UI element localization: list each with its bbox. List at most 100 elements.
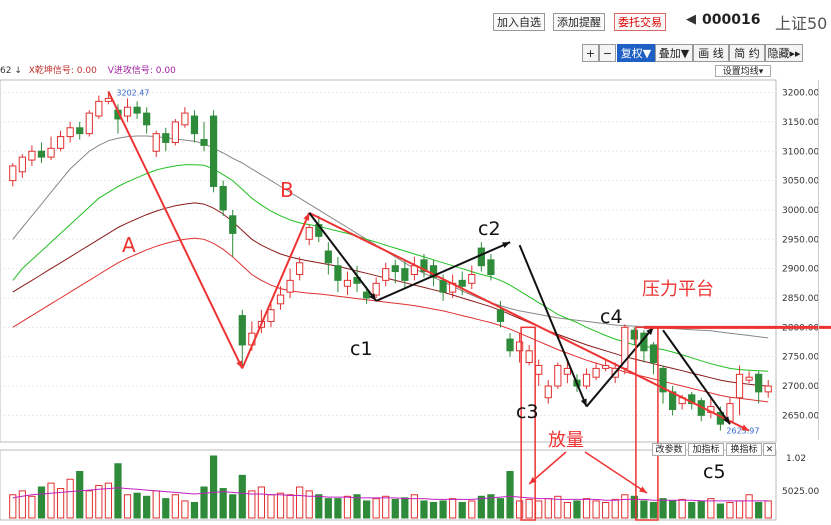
switch-indicator-button[interactable]: 换指标 <box>726 443 762 456</box>
prev-arrow-icon[interactable]: ◀ <box>686 12 696 27</box>
volume-bar <box>37 486 46 519</box>
candle-body <box>305 227 313 240</box>
low-price-label: 2623.97 <box>726 427 759 436</box>
add-indicator-button[interactable]: 加指标 <box>688 443 724 456</box>
volume-bar <box>621 494 629 519</box>
volume-bar <box>668 500 677 519</box>
volume-bar <box>372 498 380 519</box>
high-price-label: 3202.47 <box>116 88 149 97</box>
volume-bar <box>602 502 610 519</box>
close-indicator-button[interactable]: ✕ <box>763 443 776 456</box>
volume-bar <box>56 488 65 519</box>
volume-bar <box>659 498 667 519</box>
stock-code: 000016 <box>702 12 761 28</box>
candle-body <box>544 385 552 399</box>
hide-panel-button[interactable]: 隐藏▸▸ <box>765 44 803 62</box>
volume-bar <box>9 494 17 519</box>
volume-bar <box>449 498 457 519</box>
index-name: 上证50 <box>775 14 828 33</box>
volume-bar <box>209 455 218 519</box>
candle-body <box>362 291 371 299</box>
candle-body <box>391 265 399 273</box>
zoom-out-button[interactable]: − <box>599 44 616 62</box>
candle-body <box>152 133 160 152</box>
volume-bar <box>133 492 141 519</box>
candle-body <box>47 147 55 158</box>
trade-button[interactable]: 委托交易 <box>614 13 666 31</box>
candle-body <box>525 350 533 364</box>
volume-bar <box>420 500 428 519</box>
annotation-label-c5: c5 <box>703 461 726 483</box>
candle-body <box>181 112 189 126</box>
volume-bar <box>353 494 361 519</box>
volume-bar <box>382 495 390 519</box>
volume-bar <box>66 478 74 519</box>
right-edge-panel <box>818 80 831 440</box>
candle-body <box>764 385 772 393</box>
volume-bar <box>745 494 753 519</box>
candle-body <box>334 265 342 281</box>
volume-tick-label: 5025.00 <box>782 487 819 497</box>
candle-body <box>296 262 304 275</box>
candle-body <box>104 97 113 102</box>
add-watchlist-button[interactable]: 加入自选 <box>493 13 545 31</box>
candle-body <box>123 106 132 117</box>
volume-bar <box>525 498 533 519</box>
zoom-in-button[interactable]: + <box>582 44 599 62</box>
adjust-dropdown[interactable]: 复权▼ <box>617 44 655 62</box>
candle-body <box>755 373 763 393</box>
annotation-label-b: B <box>280 178 294 202</box>
annotation-label-c2: c2 <box>478 218 501 240</box>
volume-bar <box>544 498 552 519</box>
volume-bar <box>439 500 447 519</box>
candle-body <box>190 115 199 135</box>
candle-body <box>343 279 352 287</box>
candle-body <box>535 364 543 375</box>
volume-bar <box>334 498 342 519</box>
volume-bar <box>76 471 84 519</box>
y-tick-label: 2750.00 <box>782 353 819 363</box>
annotation-arrow-c4-head <box>646 327 654 335</box>
candle-body <box>420 259 428 273</box>
volume-bar <box>515 500 524 519</box>
candle-body <box>649 344 658 364</box>
price-panel-frame <box>0 79 777 443</box>
annotation-label-c1: c1 <box>350 338 373 360</box>
candle-body <box>76 127 84 135</box>
candle-body <box>286 279 294 293</box>
candle-body <box>630 329 638 340</box>
overlay-dropdown[interactable]: 叠加▼ <box>655 44 693 62</box>
simple-mode-button[interactable]: 简 约 <box>729 44 765 62</box>
candle-body <box>372 282 380 296</box>
volume-bar <box>315 494 323 519</box>
volume-bar <box>276 492 285 519</box>
volume-bar <box>152 490 160 519</box>
volume-bar <box>755 502 763 519</box>
candle-body <box>219 185 227 211</box>
volume-pointer-arrow-head <box>529 476 537 484</box>
volume-bar <box>114 463 122 519</box>
candle-body <box>487 259 495 275</box>
volume-bar <box>95 484 103 519</box>
volume-bar <box>286 494 294 519</box>
volume-bar <box>18 490 26 519</box>
add-alert-button[interactable]: 添加提醒 <box>553 13 605 31</box>
volume-bar <box>47 482 55 519</box>
candle-body <box>9 165 17 182</box>
v-signal-label: V进攻信号: 0.00 <box>107 66 176 76</box>
candle-body <box>602 364 610 369</box>
candle-body <box>506 338 514 352</box>
annotation-label-c3: c3 <box>516 401 539 423</box>
y-tick-label: 3000.00 <box>782 206 819 216</box>
change-params-button[interactable]: 改参数 <box>652 443 686 456</box>
draw-line-button[interactable]: 画 线 <box>693 44 729 62</box>
volume-bar <box>611 498 619 519</box>
candle-body <box>133 106 141 114</box>
candle-body <box>37 150 46 158</box>
annotation-label-pressure: 压力平台 <box>642 279 714 300</box>
volume-bar <box>324 498 332 519</box>
candle-body <box>458 279 466 287</box>
ma-settings-button[interactable]: 设置均线▾ <box>715 65 771 77</box>
volume-bar <box>468 500 476 519</box>
